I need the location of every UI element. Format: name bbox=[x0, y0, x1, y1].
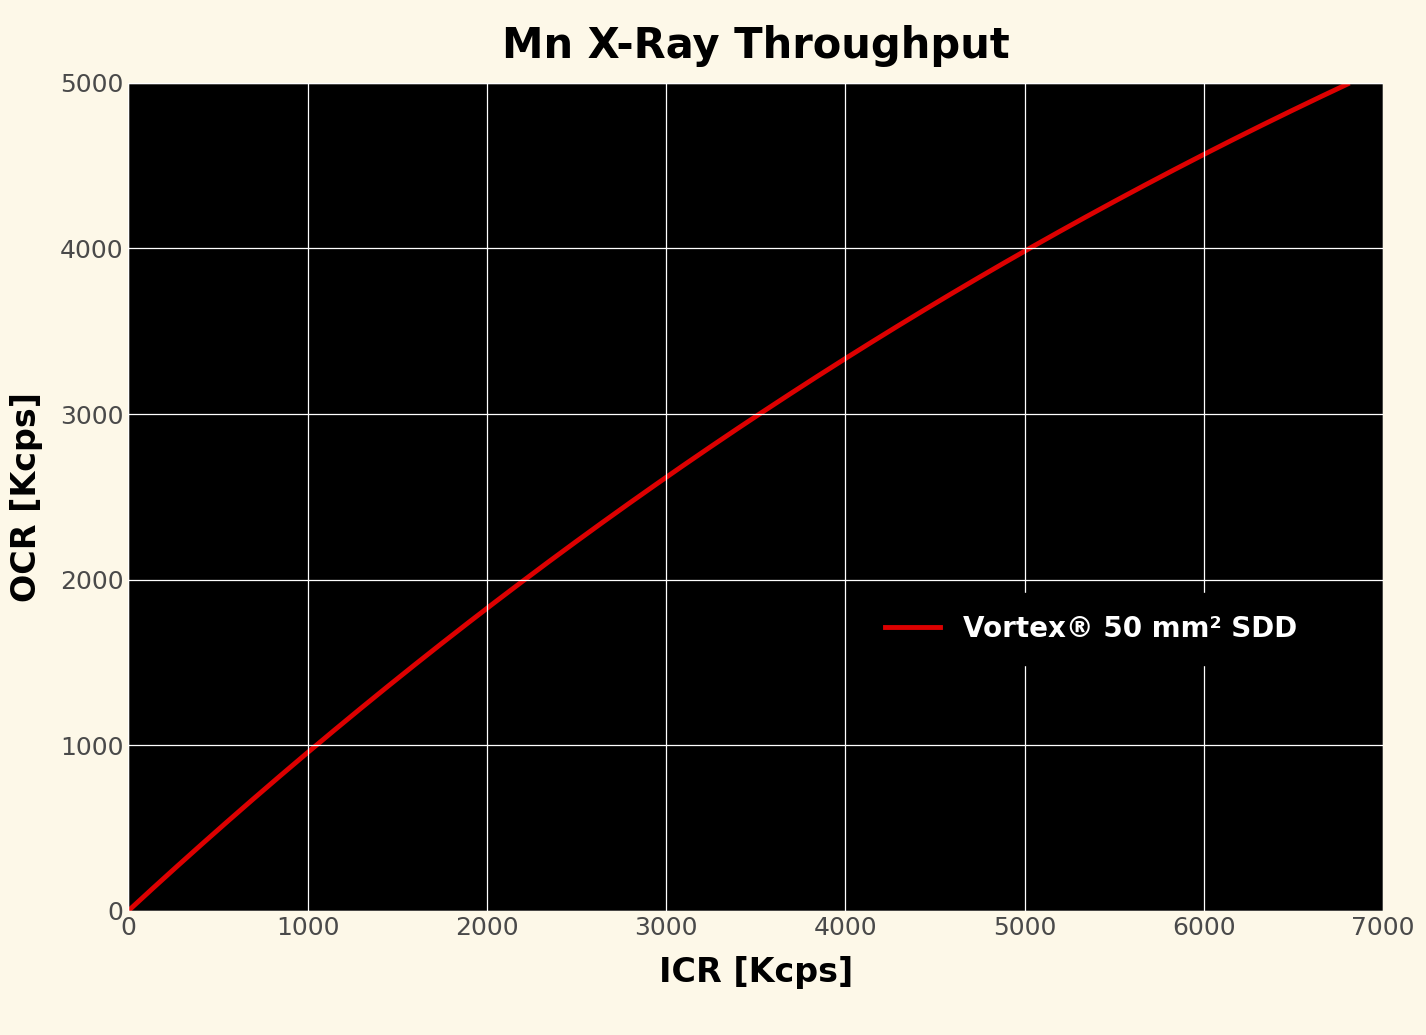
Legend: Vortex® 50 mm² SDD: Vortex® 50 mm² SDD bbox=[863, 593, 1319, 666]
Title: Mn X-Ray Throughput: Mn X-Ray Throughput bbox=[502, 25, 1010, 67]
X-axis label: ICR [Kcps]: ICR [Kcps] bbox=[659, 956, 853, 989]
Y-axis label: OCR [Kcps]: OCR [Kcps] bbox=[10, 392, 43, 601]
